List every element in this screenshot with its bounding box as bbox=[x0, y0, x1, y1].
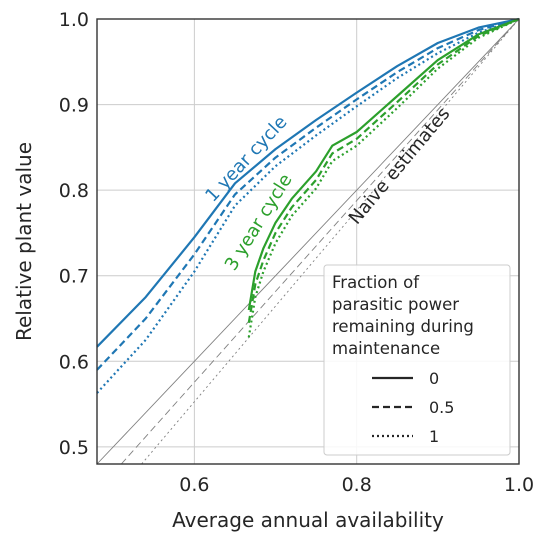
legend-entry-label: 0 bbox=[429, 369, 439, 388]
y-tick-label: 0.5 bbox=[59, 437, 89, 459]
y-tick-label: 1.0 bbox=[59, 9, 89, 31]
y-tick-label: 0.9 bbox=[59, 95, 89, 117]
legend-title-line: maintenance bbox=[332, 339, 440, 358]
y-tick-label: 0.8 bbox=[59, 180, 89, 202]
legend-title-line: Fraction of bbox=[332, 273, 420, 292]
series-line-1-year-cycle-fraction-0-5 bbox=[96, 17, 520, 371]
legend-box bbox=[323, 264, 511, 456]
tick-labels: 0.6 0.8 1.0 0.5 0.6 0.7 0.8 0.9 1.0 bbox=[59, 9, 534, 496]
series-line-1-year-cycle-fraction-0 bbox=[96, 17, 520, 348]
legend-title-line: remaining during bbox=[332, 317, 474, 336]
x-tick-label: 0.8 bbox=[342, 474, 372, 496]
x-tick-label: 0.6 bbox=[179, 474, 209, 496]
annotation-naive-estimates: Naive estimates bbox=[345, 104, 455, 229]
series-line-3-year-cycle-fraction-0 bbox=[247, 17, 520, 311]
series-line-1-year-cycle-fraction-1 bbox=[96, 17, 520, 394]
series-line-naive-estimates-fraction-0 bbox=[96, 18, 520, 465]
series-group bbox=[96, 17, 520, 465]
y-tick-label: 0.7 bbox=[59, 266, 89, 288]
series-line-naive-estimates-fraction-0-5 bbox=[120, 18, 520, 465]
legend-title-line: parasitic power bbox=[332, 295, 459, 314]
legend-entry-label: 1 bbox=[429, 427, 439, 446]
plot-frame bbox=[96, 18, 520, 465]
x-tick-label: 1.0 bbox=[504, 474, 534, 496]
legend: Fraction of parasitic power remaining du… bbox=[323, 264, 511, 456]
y-tick-label: 0.6 bbox=[59, 351, 89, 373]
legend-entry-label: 0.5 bbox=[429, 398, 454, 417]
y-axis-label: Relative plant value bbox=[12, 142, 36, 341]
series-line-naive-estimates-fraction-1 bbox=[141, 18, 520, 465]
x-axis-label: Average annual availability bbox=[172, 508, 444, 532]
series-line-3-year-cycle-fraction-0-5 bbox=[247, 17, 520, 323]
